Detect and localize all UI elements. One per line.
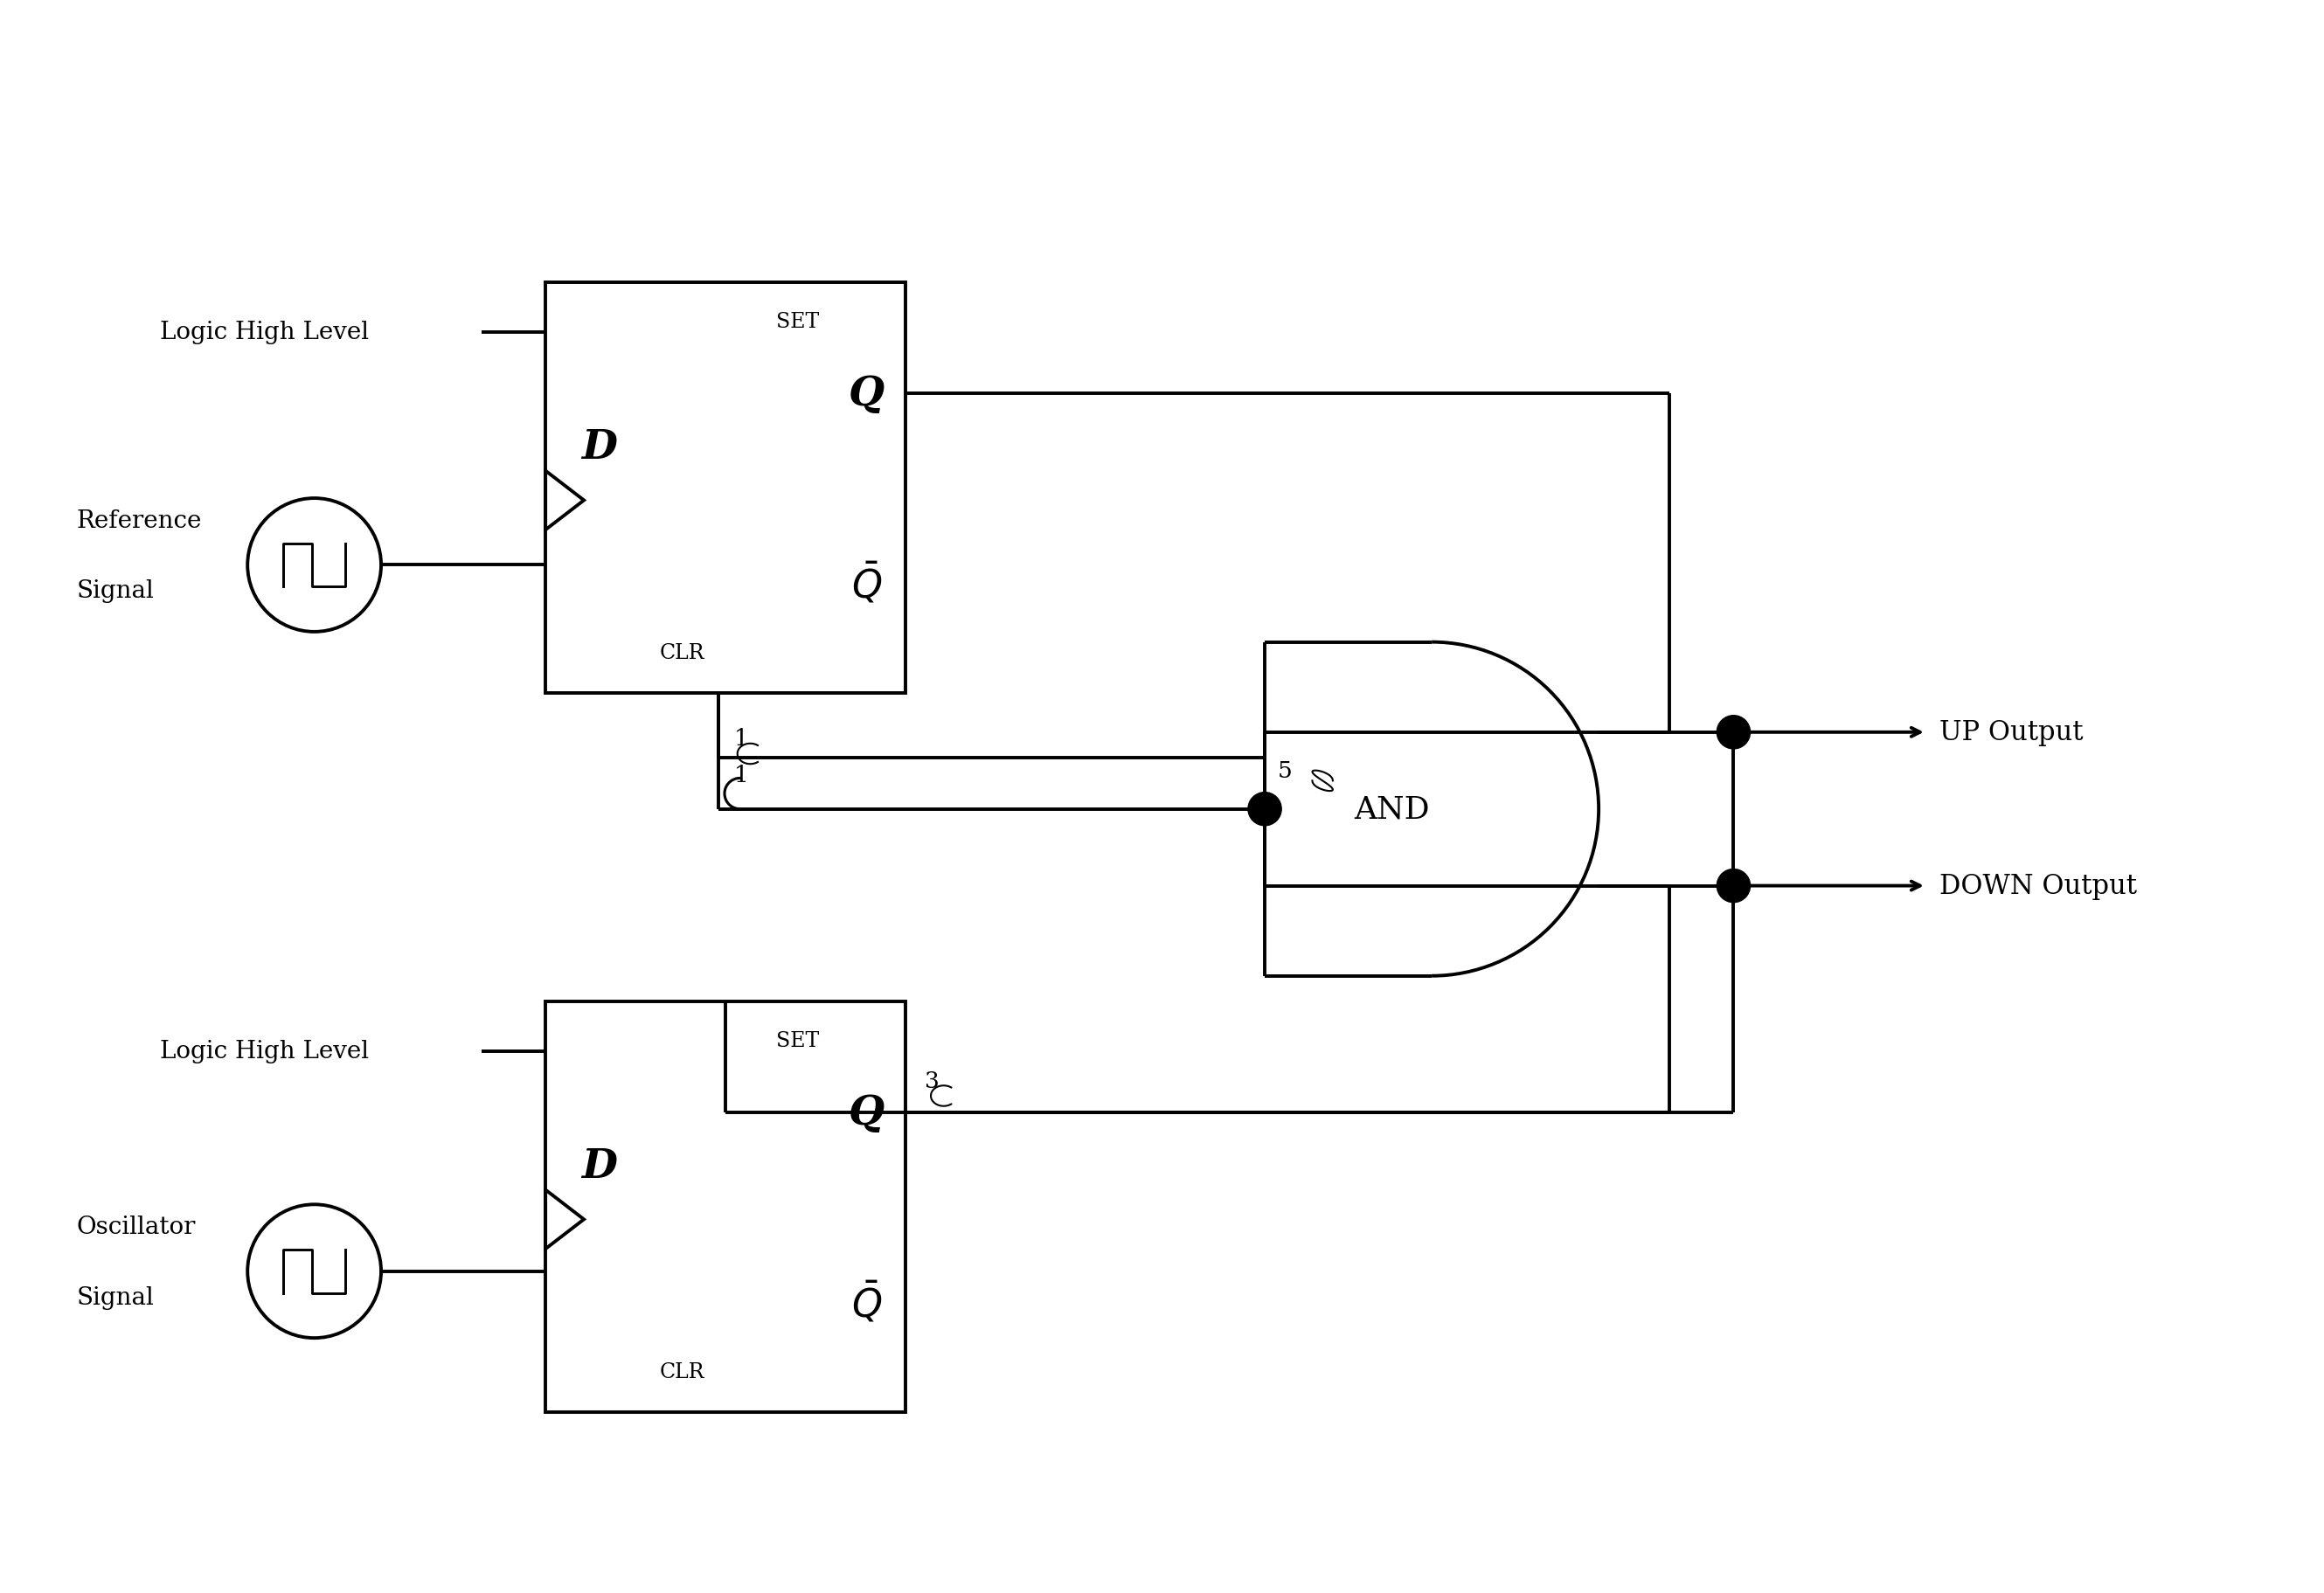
Text: Signal: Signal <box>77 1286 153 1309</box>
Text: 5: 5 <box>1278 760 1292 782</box>
Text: SET: SET <box>776 1031 818 1050</box>
Text: D: D <box>581 427 618 467</box>
Circle shape <box>1717 715 1750 749</box>
Text: $\bar{Q}$: $\bar{Q}$ <box>851 1279 883 1324</box>
Text: DOWN Output: DOWN Output <box>1938 873 2136 900</box>
Text: Q: Q <box>848 374 885 414</box>
Text: UP Output: UP Output <box>1938 718 2082 746</box>
Text: AND: AND <box>1355 795 1429 824</box>
Text: $\bar{Q}$: $\bar{Q}$ <box>851 561 883 605</box>
Text: 3: 3 <box>925 1070 939 1091</box>
Text: Oscillator: Oscillator <box>77 1214 195 1238</box>
Circle shape <box>1717 870 1750 903</box>
Circle shape <box>1248 793 1281 827</box>
Text: 1: 1 <box>734 728 748 750</box>
Text: Reference: Reference <box>77 508 202 532</box>
Text: Logic High Level: Logic High Level <box>160 320 370 344</box>
Bar <box>546 1002 904 1413</box>
Text: 1: 1 <box>734 765 748 787</box>
Bar <box>546 284 904 695</box>
Text: Logic High Level: Logic High Level <box>160 1039 370 1063</box>
Text: SET: SET <box>776 312 818 331</box>
Text: Signal: Signal <box>77 580 153 602</box>
Text: D: D <box>581 1145 618 1187</box>
Text: Q: Q <box>848 1093 885 1133</box>
Text: CLR: CLR <box>660 1362 704 1381</box>
Text: CLR: CLR <box>660 642 704 663</box>
